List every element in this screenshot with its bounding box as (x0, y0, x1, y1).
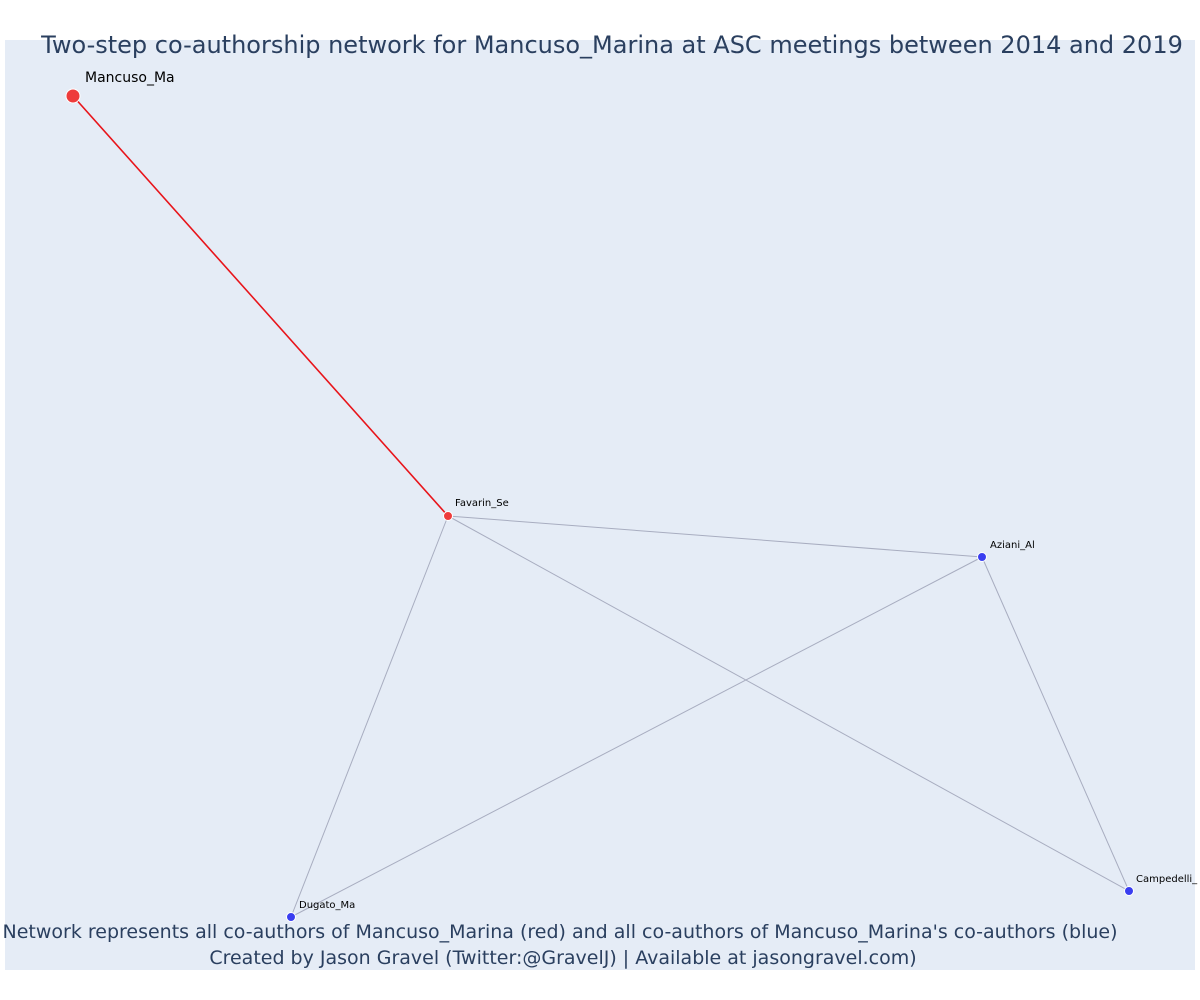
edge (981, 556, 1130, 892)
edge (290, 515, 449, 918)
footer-line: Network represents all co-authors of Man… (3, 921, 1118, 943)
edge (447, 515, 1130, 892)
edge (290, 556, 983, 918)
node (286, 912, 296, 922)
plot-background (5, 40, 1195, 970)
node (443, 511, 453, 521)
node (65, 88, 81, 104)
node-label: Mancuso_Ma (85, 70, 175, 86)
node-label: Aziani_Al (990, 540, 1035, 551)
footer-line: Created by Jason Gravel (Twitter:@Gravel… (209, 947, 916, 969)
node-label: Campedelli_ (1136, 874, 1198, 885)
node (977, 552, 987, 562)
edge (72, 95, 449, 517)
title: Two-step co-authorship network for Mancu… (40, 31, 1183, 59)
node-label: Dugato_Ma (299, 900, 355, 911)
node (1124, 886, 1134, 896)
edge (447, 515, 983, 558)
node-label: Favarin_Se (455, 498, 509, 509)
